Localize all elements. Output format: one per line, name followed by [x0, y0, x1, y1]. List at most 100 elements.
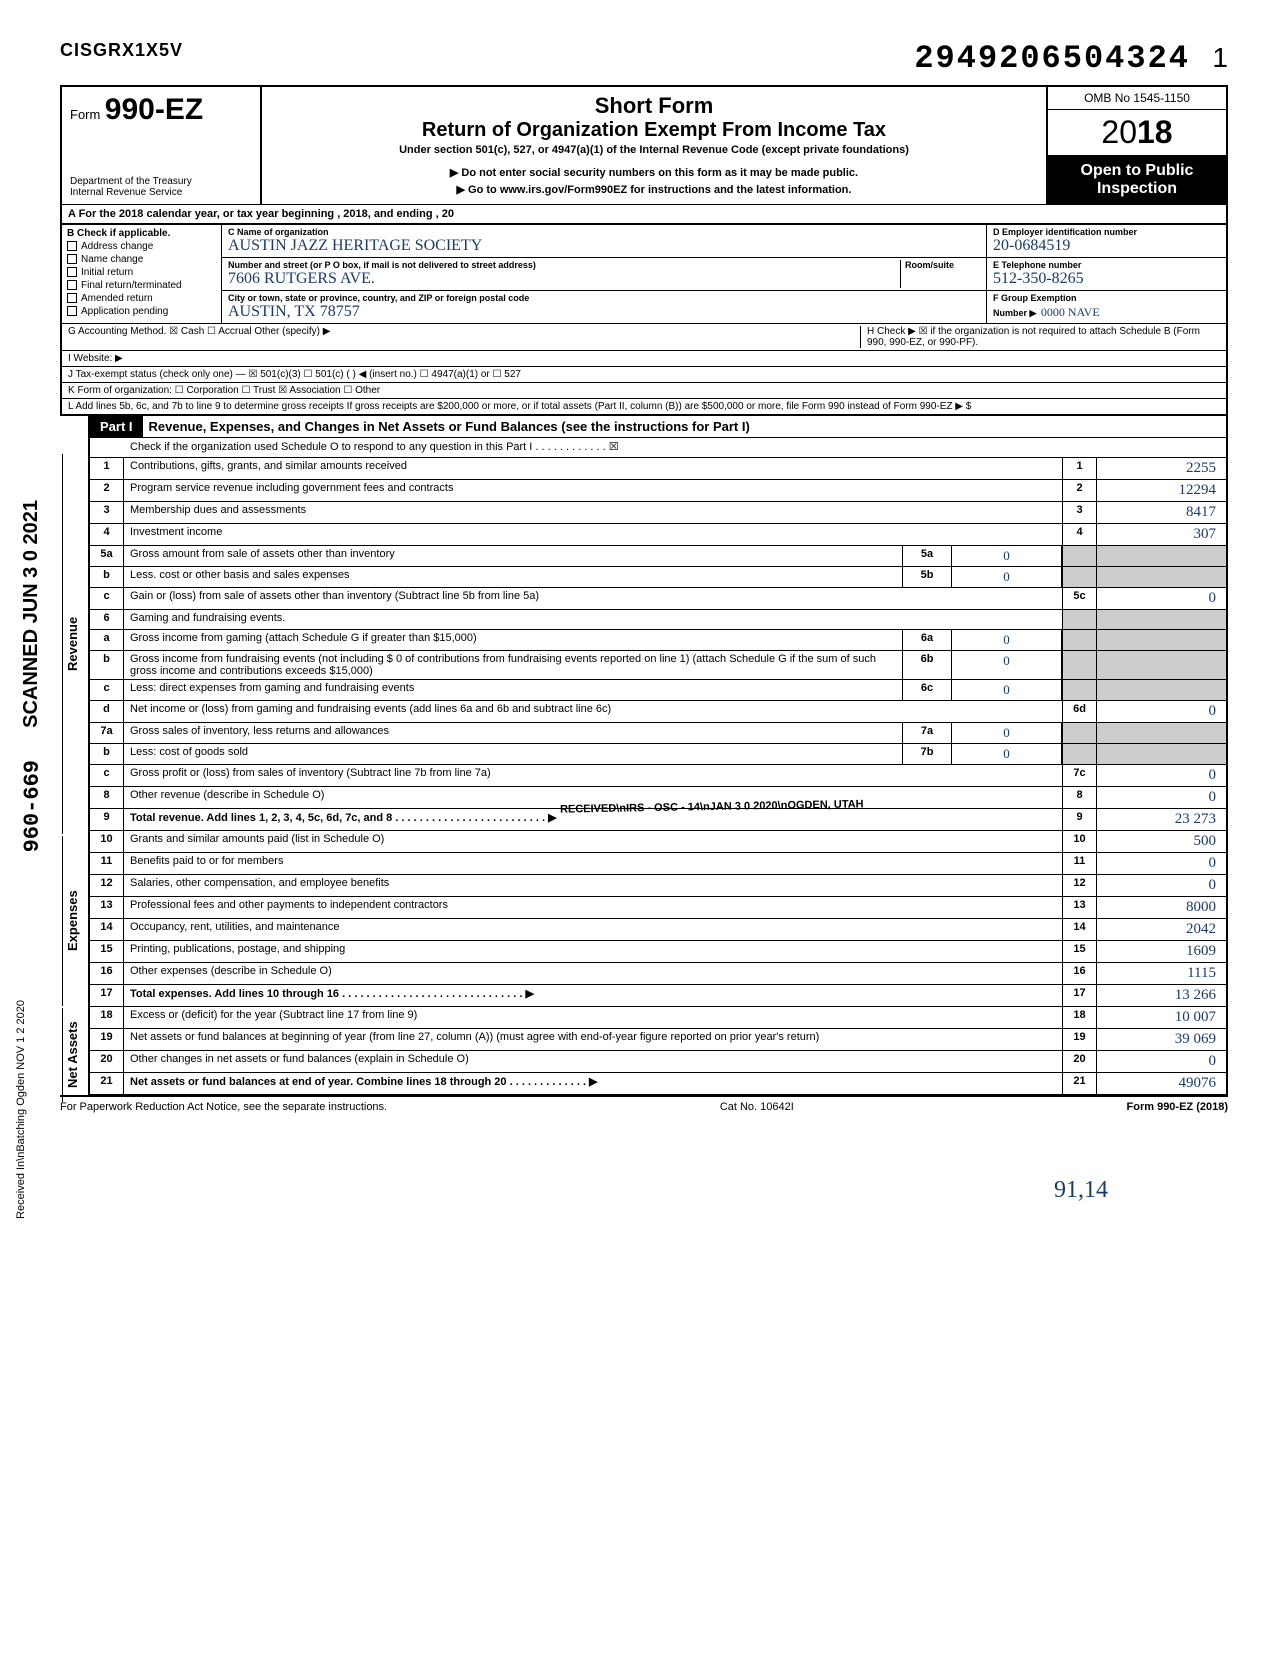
line-description: Salaries, other compensation, and employ…	[124, 875, 1062, 896]
check-name-change[interactable]: Name change	[67, 254, 216, 265]
line-description: Less: direct expenses from gaming and fu…	[124, 680, 902, 700]
shaded-cell	[1096, 567, 1226, 587]
end-line-value: 13 266	[1096, 985, 1226, 1006]
line-a: aGross income from gaming (attach Schedu…	[88, 630, 1228, 651]
line-number: 17	[90, 985, 124, 1006]
end-line-number: 16	[1062, 963, 1096, 984]
line-12: 12Salaries, other compensation, and empl…	[88, 875, 1228, 897]
part1-check-row: Check if the organization used Schedule …	[88, 438, 1228, 458]
page-number: 1	[1212, 42, 1228, 73]
end-line-number: 10	[1062, 831, 1096, 852]
end-line-value: 12294	[1096, 480, 1226, 501]
line-18: 18Excess or (deficit) for the year (Subt…	[88, 1007, 1228, 1029]
line-number: 11	[90, 853, 124, 874]
line-1: 1Contributions, gifts, grants, and simil…	[88, 458, 1228, 480]
inner-line-number: 6a	[902, 630, 952, 650]
line-number: 12	[90, 875, 124, 896]
end-line-value: 500	[1096, 831, 1226, 852]
line-15: 15Printing, publications, postage, and s…	[88, 941, 1228, 963]
ein-value: 20-0684519	[993, 237, 1220, 255]
line-21: 21Net assets or fund balances at end of …	[88, 1073, 1228, 1095]
field-org-name: C Name of organization AUSTIN JAZZ HERIT…	[222, 225, 986, 258]
line-16: 16Other expenses (describe in Schedule O…	[88, 963, 1228, 985]
line-number: 7a	[90, 723, 124, 743]
line-number: c	[90, 765, 124, 786]
line-description: Gross amount from sale of assets other t…	[124, 546, 902, 566]
row-g: G Accounting Method. ☒ Cash ☐ Accrual Ot…	[60, 324, 1228, 351]
end-line-value: 0	[1096, 853, 1226, 874]
line-number: 8	[90, 787, 124, 808]
inner-line-number: 6c	[902, 680, 952, 700]
end-line-number: 5c	[1062, 588, 1096, 609]
end-line-number: 18	[1062, 1007, 1096, 1028]
shaded-cell	[1096, 610, 1226, 629]
received-stamp: Received In\nBatching Ogden NOV 1 2 2020	[15, 1000, 27, 1219]
line-description: Gross income from fundraising events (no…	[124, 651, 902, 679]
bottom-number: 91,14	[1054, 1177, 1108, 1203]
shaded-cell	[1062, 680, 1096, 700]
d-label: D Employer identification number	[993, 227, 1220, 237]
line-number: 14	[90, 919, 124, 940]
shaded-cell	[1096, 680, 1226, 700]
line-4: 4Investment income4307	[88, 524, 1228, 546]
shaded-cell	[1096, 723, 1226, 743]
line-19: 19Net assets or fund balances at beginni…	[88, 1029, 1228, 1051]
no-ssn-line: ▶ Do not enter social security numbers o…	[272, 166, 1036, 179]
end-line-number: 2	[1062, 480, 1096, 501]
field-city: City or town, state or province, country…	[222, 291, 986, 323]
col-right: D Employer identification number 20-0684…	[986, 225, 1226, 323]
check-amended[interactable]: Amended return	[67, 293, 216, 304]
goto-line: ▶ Go to www.irs.gov/Form990EZ for instru…	[272, 183, 1036, 196]
line-number: c	[90, 680, 124, 700]
year-suffix: 18	[1137, 114, 1173, 150]
form-header-center: Short Form Return of Organization Exempt…	[262, 87, 1046, 204]
line-number: 5a	[90, 546, 124, 566]
inner-line-number: 7b	[902, 744, 952, 764]
field-group-exemption: F Group Exemption Number ▶ 0000 NAVE	[987, 291, 1226, 323]
line-number: 15	[90, 941, 124, 962]
f-label2: Number ▶	[993, 308, 1036, 318]
document-header: CISGRX1X5V 2949206504324 1	[60, 40, 1228, 77]
group-exempt-value: 0000 NAVE	[1041, 305, 1100, 319]
inner-line-number: 7a	[902, 723, 952, 743]
line-11: 11Benefits paid to or for members110	[88, 853, 1228, 875]
line-6: 6Gaming and fundraising events.	[88, 610, 1228, 630]
form-prefix: Form	[70, 107, 100, 122]
line-number: 1	[90, 458, 124, 479]
f-label: F Group Exemption	[993, 293, 1077, 303]
line-number: b	[90, 651, 124, 679]
check-pending[interactable]: Application pending	[67, 306, 216, 317]
footer: For Paperwork Reduction Act Notice, see …	[60, 1095, 1228, 1117]
line-c: cLess: direct expenses from gaming and f…	[88, 680, 1228, 701]
line-description: Gaming and fundraising events.	[124, 610, 1062, 629]
line-b: bLess. cost or other basis and sales exp…	[88, 567, 1228, 588]
tax-year: 2018	[1048, 110, 1226, 156]
end-line-number: 4	[1062, 524, 1096, 545]
row-l: L Add lines 5b, 6c, and 7b to line 9 to …	[60, 399, 1228, 416]
end-line-value: 8417	[1096, 502, 1226, 523]
check-initial-return[interactable]: Initial return	[67, 267, 216, 278]
check-final-return[interactable]: Final return/terminated	[67, 280, 216, 291]
col-center: C Name of organization AUSTIN JAZZ HERIT…	[222, 225, 986, 323]
line-description: Gross income from gaming (attach Schedul…	[124, 630, 902, 650]
end-line-number: 3	[1062, 502, 1096, 523]
col-b-label: B Check if applicable.	[67, 228, 216, 239]
line-b: bGross income from fundraising events (n…	[88, 651, 1228, 680]
end-line-value: 49076	[1096, 1073, 1226, 1094]
end-line-value: 8000	[1096, 897, 1226, 918]
shaded-cell	[1096, 546, 1226, 566]
code-stamp: 960-669	[20, 760, 45, 852]
check-address-change[interactable]: Address change	[67, 241, 216, 252]
part1-title: Revenue, Expenses, and Changes in Net As…	[143, 416, 756, 437]
form-header: Form 990-EZ Department of the Treasury I…	[60, 85, 1228, 204]
line-number: 19	[90, 1029, 124, 1050]
line-number: 18	[90, 1007, 124, 1028]
line-description: Other changes in net assets or fund bala…	[124, 1051, 1062, 1072]
end-line-number: 17	[1062, 985, 1096, 1006]
end-line-value: 10 007	[1096, 1007, 1226, 1028]
line-number: 16	[90, 963, 124, 984]
col-b: B Check if applicable. Address change Na…	[62, 225, 222, 323]
end-line-number: 19	[1062, 1029, 1096, 1050]
form-header-left: Form 990-EZ Department of the Treasury I…	[62, 87, 262, 204]
end-line-value: 0	[1096, 1051, 1226, 1072]
